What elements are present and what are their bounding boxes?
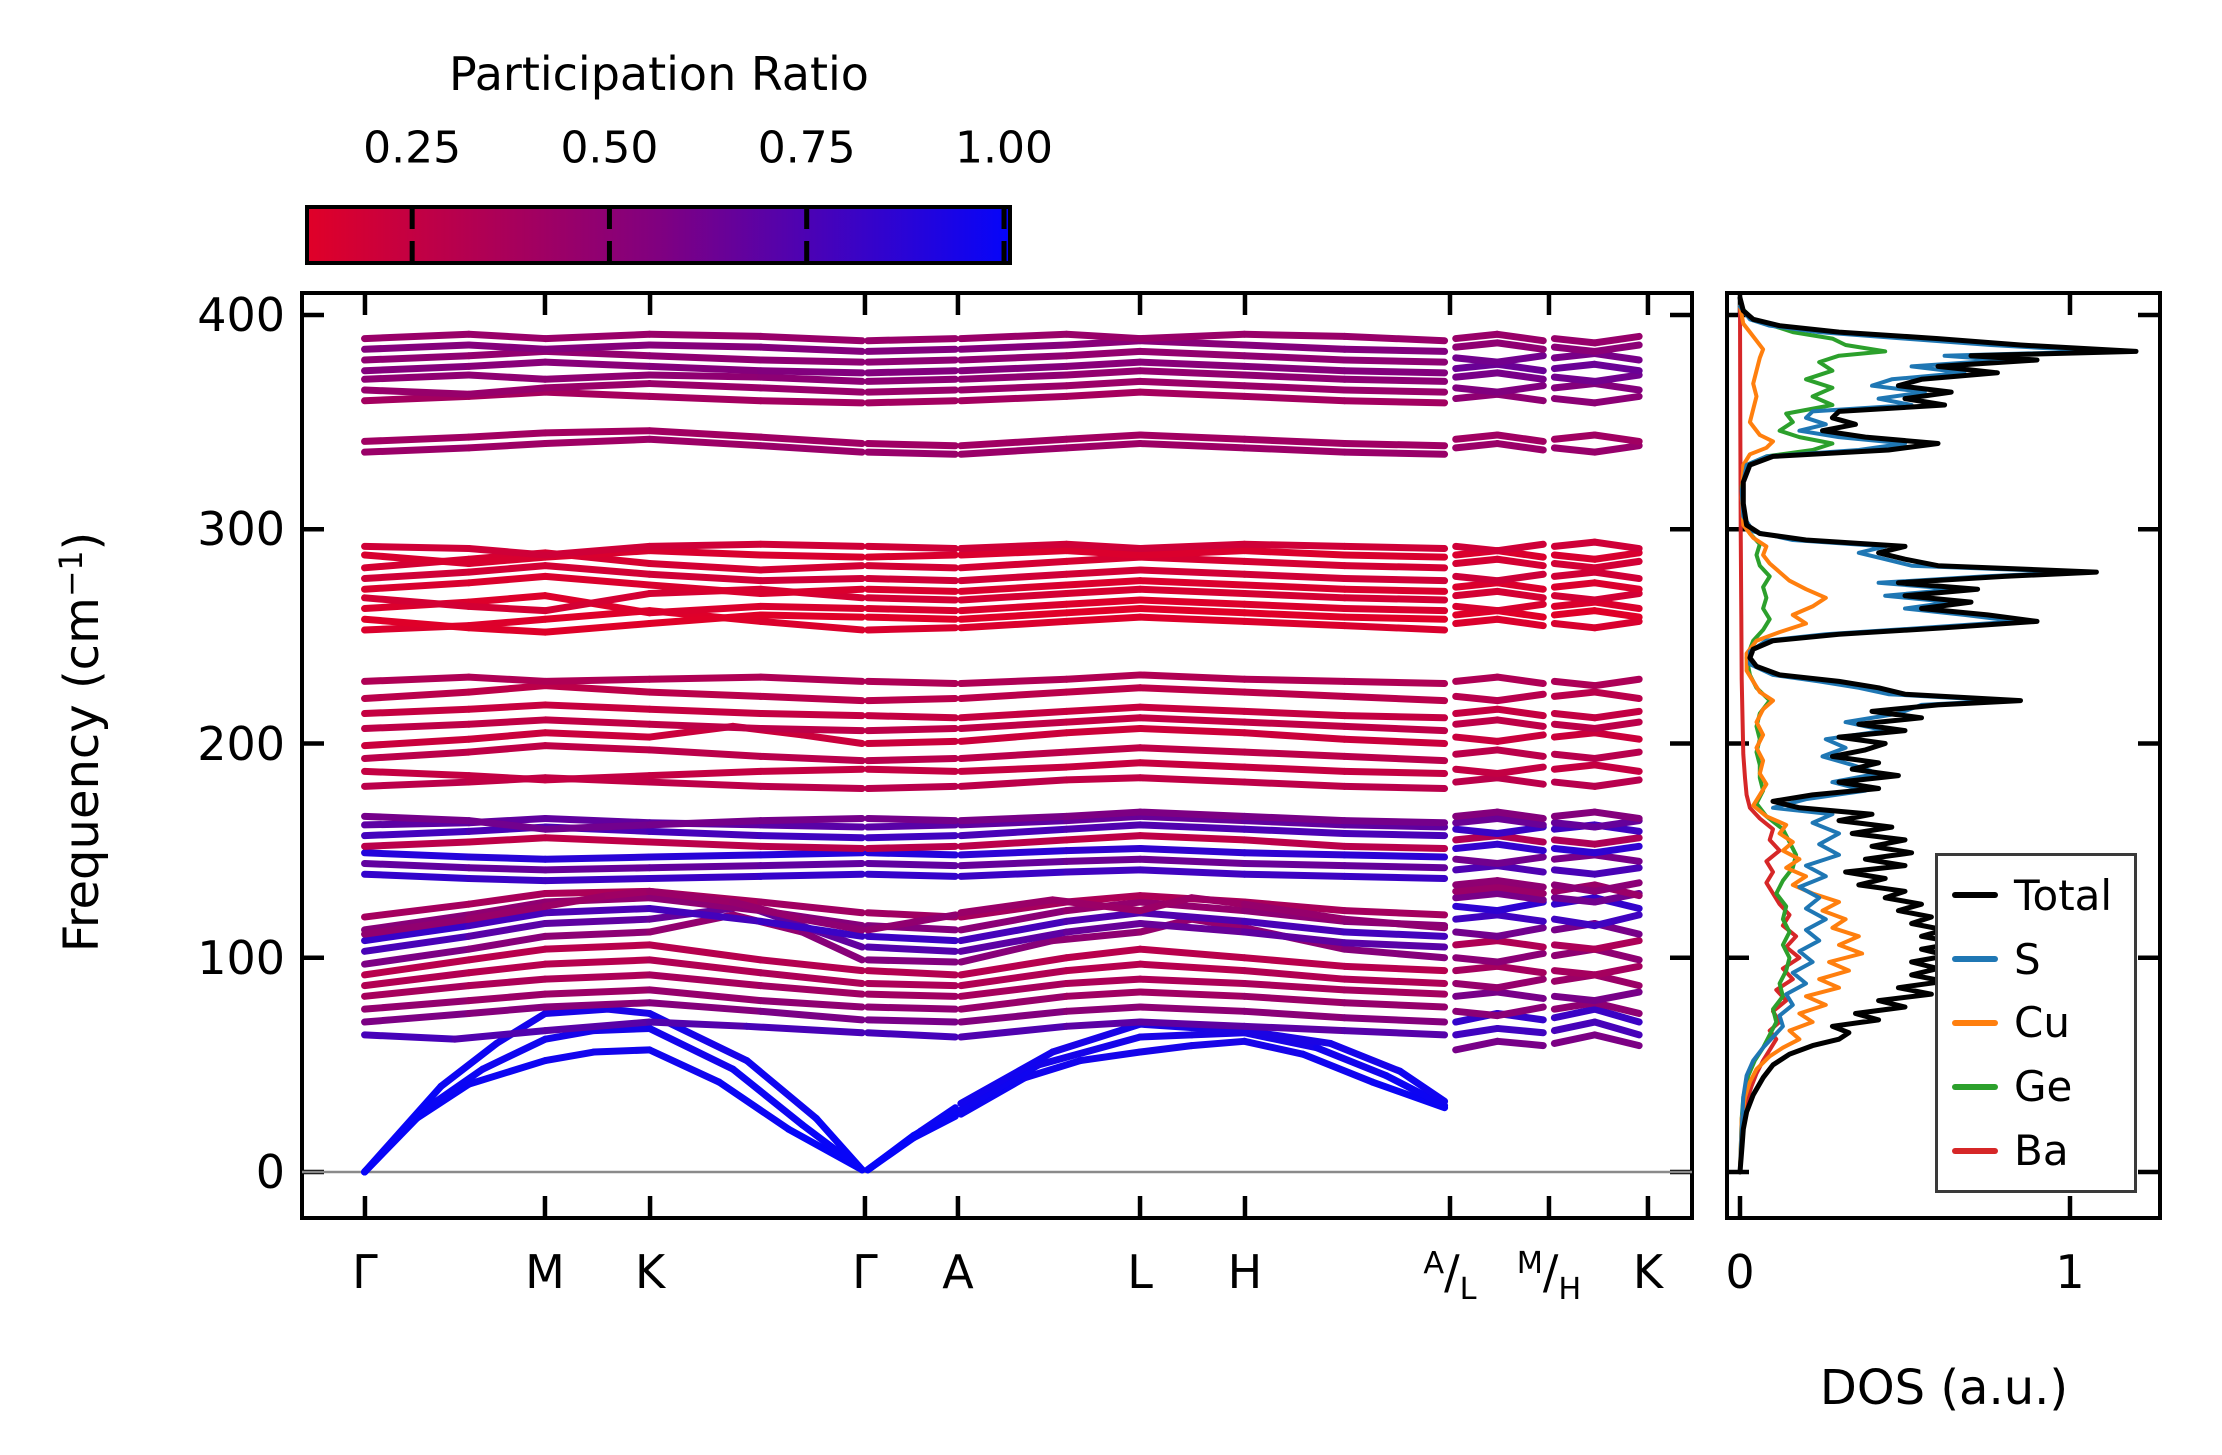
dos-tick-label: 1 (2055, 1245, 2085, 1299)
y-tick-label: 100 (197, 930, 285, 985)
kpoint-label: A/L (1423, 1245, 1477, 1307)
kpoint-label: L (1127, 1245, 1153, 1299)
dos-curve-total (1737, 295, 2139, 1175)
y-axis-label-pre: Frequency (cm (54, 597, 110, 953)
legend-swatch (1952, 1019, 1998, 1026)
kpoint-label: K (634, 1245, 666, 1299)
colorbar-tick-label: 0.75 (757, 122, 856, 174)
colorbar-tick-label: 0.25 (363, 122, 462, 174)
legend-swatch (1952, 956, 1998, 963)
y-axis-label: Frequency (cm−1) (54, 532, 110, 953)
dos-tick-label: 0 (1725, 1245, 1755, 1299)
legend-label: Total (2014, 870, 2113, 920)
y-tick-label: 200 (197, 716, 285, 771)
dos-axis-label: DOS (a.u.) (1819, 1360, 2069, 1416)
kpoint-label: A (942, 1245, 974, 1299)
kpoint-label: H (1227, 1245, 1263, 1299)
legend-swatch (1952, 1147, 1998, 1154)
legend-swatch (1952, 892, 1998, 899)
dos-curves (1737, 295, 2139, 1175)
kpoint-label: Γ (852, 1245, 878, 1299)
kpoint-label: K (1632, 1245, 1664, 1299)
kpoint-label: M (525, 1245, 565, 1299)
y-tick-label: 400 (197, 288, 285, 342)
legend-label: Ba (2014, 1126, 2069, 1176)
legend-label: Cu (2014, 998, 2070, 1048)
dos-curve-cu (1738, 304, 1865, 1174)
legend-entry-cu: Cu (1952, 998, 2134, 1047)
colorbar-tick-label: 0.50 (560, 122, 659, 174)
legend-entry-s: S (1952, 935, 2134, 984)
legend-label: Ge (2014, 1062, 2073, 1112)
colorbar (305, 205, 1012, 265)
y-tick-label: 300 (197, 502, 285, 557)
y-axis-label-sup: −1 (54, 550, 91, 598)
kpoint-label: M/H (1516, 1245, 1582, 1307)
legend-swatch (1952, 1083, 1998, 1090)
legend-entry-ge: Ge (1952, 1062, 2134, 1111)
kpoint-label: Γ (352, 1245, 378, 1299)
band-panel-axes (300, 291, 1694, 1220)
legend-entry-total: Total (1952, 871, 2134, 920)
legend-label: S (2014, 934, 2041, 984)
dos-legend: Total S Cu Ge Ba (1935, 853, 2137, 1193)
dos-curve-ba (1738, 304, 1802, 1174)
legend-entry-ba: Ba (1952, 1126, 2134, 1175)
colorbar-tick-label: 1.00 (955, 122, 1053, 174)
phonon-bands (361, 330, 1643, 1176)
y-tick-label: 0 (255, 1145, 285, 1199)
y-axis-label-post: ) (54, 531, 110, 551)
colorbar-title: Participation Ratio (449, 47, 869, 101)
